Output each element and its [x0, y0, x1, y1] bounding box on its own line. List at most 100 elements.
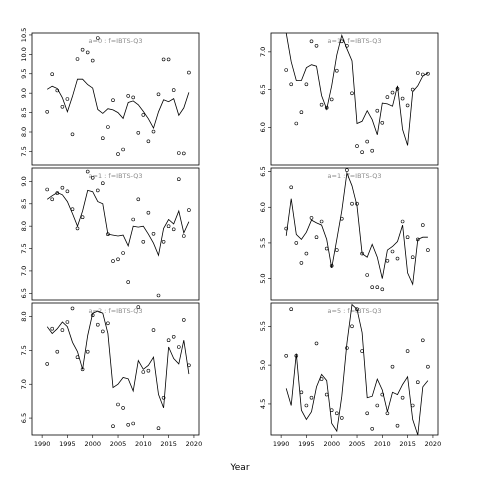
data-point	[410, 87, 415, 92]
y-tick-label: 6.0	[259, 202, 267, 212]
data-point	[65, 189, 70, 194]
panel-2: a=1 : f=IBTS-Q3 6.5 7.0 7.5 8.0 8.5 9.0	[20, 167, 200, 301]
data-point	[426, 71, 430, 76]
data-point	[177, 345, 181, 349]
data-point	[350, 91, 354, 96]
data-point	[126, 280, 130, 284]
data-point	[161, 240, 166, 244]
data-point	[360, 251, 364, 256]
data-point	[187, 363, 191, 368]
y-tick-label: 9.0	[20, 176, 28, 186]
data-point	[284, 226, 289, 231]
y-tick-label: 10.0	[20, 47, 28, 61]
data-point	[141, 113, 146, 117]
data-point	[334, 411, 339, 416]
data-point	[355, 144, 359, 148]
x-tick-label: 2010	[374, 440, 391, 448]
data-point	[299, 110, 304, 114]
data-point	[151, 129, 156, 134]
x-tick-label: 2005	[110, 440, 127, 448]
data-point	[345, 346, 349, 350]
data-point	[390, 249, 395, 254]
data-point	[136, 131, 141, 135]
data-point	[106, 321, 110, 326]
y-tick-label: 6.0	[259, 122, 267, 132]
data-point	[405, 349, 410, 353]
panel-frame	[31, 32, 200, 166]
y-tick-label: 5.5	[259, 238, 267, 248]
y-tick-label: 8.0	[20, 311, 28, 321]
panel-title: a=1 : f=IBTS-Q3	[328, 172, 382, 180]
panel-frame	[270, 302, 439, 436]
data-point	[390, 364, 395, 369]
data-point	[355, 307, 359, 312]
data-point	[121, 251, 125, 255]
data-point	[171, 88, 176, 92]
fit-line	[285, 303, 429, 436]
data-point	[370, 148, 375, 153]
panel-frame	[31, 167, 200, 301]
data-point	[400, 395, 405, 400]
y-tick-label: 8.5	[20, 107, 28, 117]
data-point	[329, 408, 334, 413]
data-point	[319, 219, 324, 224]
data-point	[324, 105, 329, 110]
panel-0: a=0 : f=IBTS-Q3 7.5 8.0 8.5 9.0 9.5 10.0 10.5	[20, 28, 200, 166]
data-point	[101, 136, 105, 140]
data-point	[299, 390, 304, 395]
y-tick-label: 6.5	[20, 413, 28, 423]
x-tick-label: 1995	[59, 440, 76, 448]
data-point	[101, 329, 105, 334]
data-point	[385, 258, 390, 263]
data-point	[45, 187, 50, 192]
x-tick-label: 2020	[186, 440, 203, 448]
data-point	[350, 324, 354, 329]
data-point	[80, 47, 85, 52]
panel-title: a=5 : f=IBTS-Q3	[328, 307, 382, 315]
data-point	[410, 255, 415, 260]
x-tick-label: 1990	[34, 440, 51, 448]
data-point	[370, 285, 375, 290]
panel-4: a=2 : f=IBTS-Q3 6.5 7.0 7.5 8.0 1990 1995 2000 2…	[20, 302, 203, 448]
data-point	[75, 57, 80, 61]
panel-frame	[31, 302, 200, 436]
panel-title: a=1 : f=IBTS-Q3	[89, 172, 143, 180]
data-point	[420, 223, 425, 227]
data-point	[111, 424, 115, 429]
data-point	[156, 92, 161, 97]
data-point	[161, 57, 166, 62]
data-point	[420, 338, 425, 343]
y-tick-label: 7.5	[20, 345, 28, 355]
data-point	[161, 395, 166, 400]
y-tick-label: 8.0	[20, 221, 28, 231]
data-point	[187, 70, 191, 75]
data-point	[360, 150, 364, 154]
data-point	[121, 406, 125, 410]
data-point	[60, 105, 65, 109]
y-tick-label: 6.5	[20, 288, 28, 298]
y-tick-label: 10.5	[20, 28, 28, 42]
y-tick-label: 7.5	[20, 146, 28, 156]
fit-line	[285, 171, 428, 286]
x-tick-label: 2005	[349, 440, 366, 448]
y-tick-label: 6.5	[259, 166, 267, 176]
y-tick-label: 5.5	[259, 321, 267, 331]
fit-line	[46, 78, 190, 130]
data-point	[329, 263, 334, 268]
data-point	[309, 216, 314, 220]
data-point	[146, 210, 151, 215]
data-point	[50, 197, 55, 202]
data-point	[294, 241, 299, 245]
data-point	[85, 50, 90, 55]
data-point	[304, 82, 309, 87]
y-tick-label: 5.0	[259, 360, 267, 370]
data-point	[156, 426, 161, 431]
data-point	[182, 151, 186, 156]
x-tick-label: 2010	[135, 440, 152, 448]
data-point	[90, 313, 95, 318]
data-point	[55, 191, 60, 195]
data-point	[415, 237, 420, 242]
data-point	[131, 217, 135, 222]
data-point	[339, 39, 344, 44]
data-point	[146, 139, 151, 144]
